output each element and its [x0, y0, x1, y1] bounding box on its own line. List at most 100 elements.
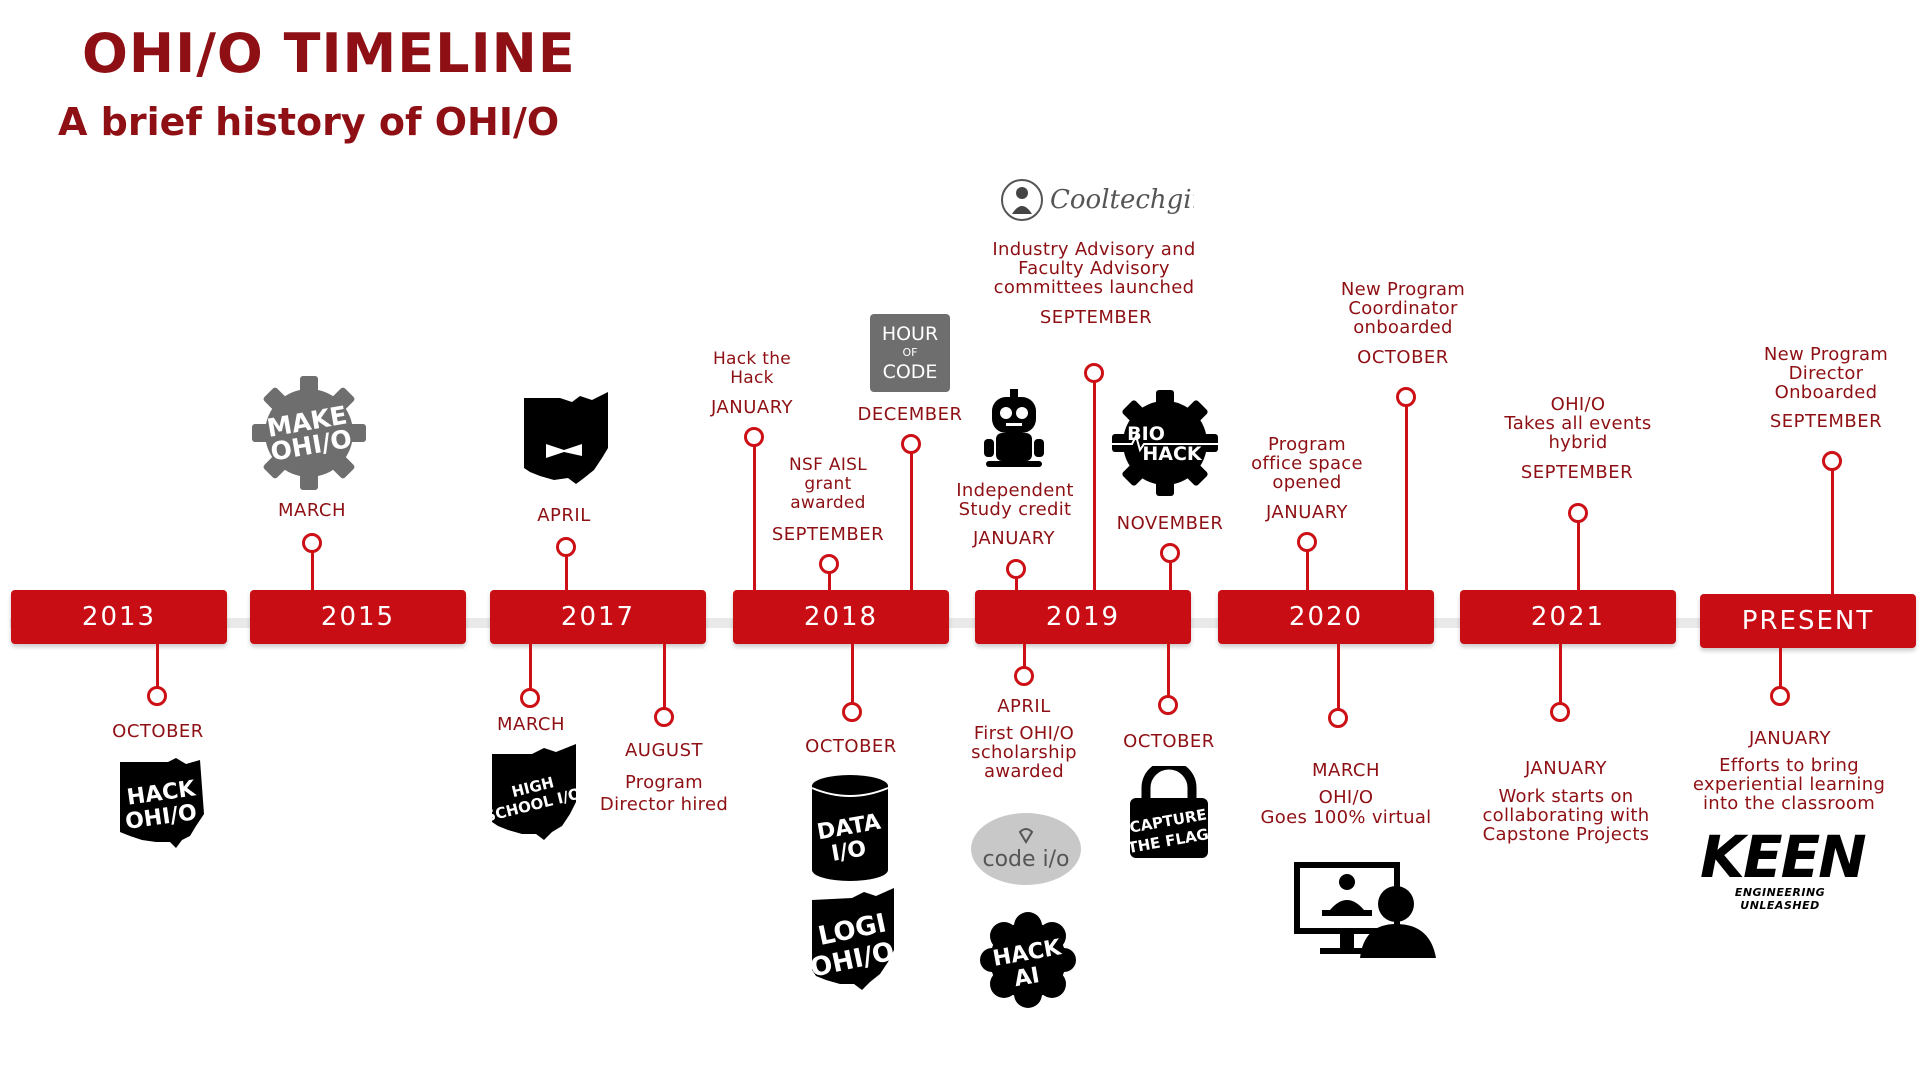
event-text: Work starts on collaborating with Capsto… [1482, 786, 1650, 845]
connector [663, 644, 666, 711]
event-dot [520, 688, 540, 708]
keen-wordmark: KEEN [1700, 823, 1867, 891]
event-dot [1006, 559, 1026, 579]
svg-text:I/O: I/O [829, 836, 868, 867]
event-dot [842, 702, 862, 722]
event-text: Program Director hired [599, 772, 729, 815]
keen-logo: KEEN ENGINEERING UNLEASHED [1700, 823, 1867, 912]
connector [753, 445, 756, 590]
event-month: OCTOBER [805, 736, 897, 757]
event-text: Hack the Hack [712, 349, 792, 388]
event-month: SEPTEMBER [1039, 307, 1153, 328]
bio-hack-gear-logo: BIO HACK [1112, 390, 1218, 496]
svg-text:OF: OF [903, 346, 918, 359]
keen-tagline: ENGINEERING UNLEASHED [1734, 886, 1826, 912]
data-io-logo: DATA I/O [811, 775, 889, 881]
event-month: SEPTEMBER [1769, 411, 1883, 432]
event-month: JANUARY [972, 528, 1056, 549]
event-month: MARCH [1311, 760, 1381, 781]
connector [529, 644, 532, 692]
connector [1779, 648, 1782, 690]
connector [1831, 469, 1834, 594]
event-text: OHI/O Takes all events hybrid [1504, 394, 1652, 453]
year-present: PRESENT [1700, 594, 1916, 648]
event-dot [556, 537, 576, 557]
year-2018: 2018 [733, 590, 949, 644]
event-month: JANUARY [1748, 728, 1832, 749]
connector [1306, 550, 1309, 590]
event-dot [1297, 532, 1317, 552]
connector [1405, 405, 1408, 590]
event-text: Industry Advisory and Faculty Advisory c… [992, 239, 1196, 298]
cooltechgirls-logo: Cooltechgirls [1001, 179, 1194, 221]
event-dot [1158, 695, 1178, 715]
event-month: JANUARY [710, 397, 794, 418]
event-dot [1328, 708, 1348, 728]
event-dot [1084, 363, 1104, 383]
logi-ohio-logo: LOGI OHI/O [808, 888, 897, 990]
connector [1577, 521, 1580, 590]
event-month: AUGUST [624, 740, 704, 761]
event-month: OCTOBER [112, 721, 204, 742]
svg-text:AI: AI [1012, 963, 1041, 992]
hack-ohio-logo: HACK OHI/O [120, 758, 204, 848]
hour-of-code-logo: HOUR OF CODE [870, 314, 950, 392]
svg-text:CODE: CODE [883, 361, 938, 383]
year-2017: 2017 [490, 590, 706, 644]
event-dot [1822, 451, 1842, 471]
hack-ai-brain-logo: HACK AI [980, 912, 1076, 1008]
event-month: SEPTEMBER [1520, 462, 1634, 483]
event-text: Independent Study credit [956, 480, 1074, 520]
make-ohio-gear-logo: MAKE OHI/O [252, 376, 366, 490]
year-2020: 2020 [1218, 590, 1434, 644]
event-month: APRIL [997, 696, 1051, 717]
event-dot [1014, 666, 1034, 686]
event-dot [819, 554, 839, 574]
svg-text:code i/o: code i/o [982, 847, 1069, 872]
event-month: OCTOBER [1123, 731, 1215, 752]
event-dot [744, 427, 764, 447]
event-text: New Program Director Onboarded [1763, 344, 1889, 403]
timeline-track [10, 618, 1910, 628]
event-text: Efforts to bring experiential learning i… [1692, 755, 1886, 814]
event-dot [654, 707, 674, 727]
year-2015: 2015 [250, 590, 466, 644]
connector [1337, 644, 1340, 712]
event-dot [1396, 387, 1416, 407]
high-school-io-logo: HIGH SCHOOL I/O [484, 744, 580, 840]
event-dot [147, 686, 167, 706]
event-month: JANUARY [1265, 502, 1349, 523]
event-text: OHI/O Goes 100% virtual [1260, 787, 1432, 828]
year-2021: 2021 [1460, 590, 1676, 644]
event-month: APRIL [537, 505, 591, 526]
connector [156, 644, 159, 690]
connector [1093, 381, 1096, 590]
page-title: OHI/O TIMELINE [82, 22, 576, 85]
connector [910, 452, 913, 590]
capture-the-flag-lock-logo: CAPTURE THE FLAG [1128, 766, 1210, 858]
event-month: SEPTEMBER [771, 524, 885, 545]
connector [311, 551, 314, 590]
event-month: MARCH [277, 500, 347, 521]
event-text: First OHI/O scholarship awarded [971, 723, 1077, 782]
page-subtitle: A brief history of OHI/O [58, 100, 560, 144]
svg-text:HOUR: HOUR [882, 323, 938, 345]
virtual-meeting-icon [1294, 862, 1436, 958]
event-dot [901, 434, 921, 454]
connector [565, 555, 568, 590]
connector [1559, 644, 1562, 706]
robot-icon [984, 389, 1044, 467]
event-text: New Program Coordinator onboarded [1340, 279, 1466, 338]
event-dot [302, 533, 322, 553]
connector [1167, 644, 1170, 699]
event-text: NSF AISL grant awarded [789, 455, 867, 513]
event-month: MARCH [496, 714, 566, 735]
event-month: OCTOBER [1357, 347, 1449, 368]
connector [851, 644, 854, 706]
connector [1015, 577, 1018, 590]
event-dot [1160, 543, 1180, 563]
connector [1169, 561, 1172, 590]
event-month: NOVEMBER [1116, 513, 1224, 534]
event-dot [1568, 503, 1588, 523]
code-io-logo: code i/o [971, 813, 1081, 885]
